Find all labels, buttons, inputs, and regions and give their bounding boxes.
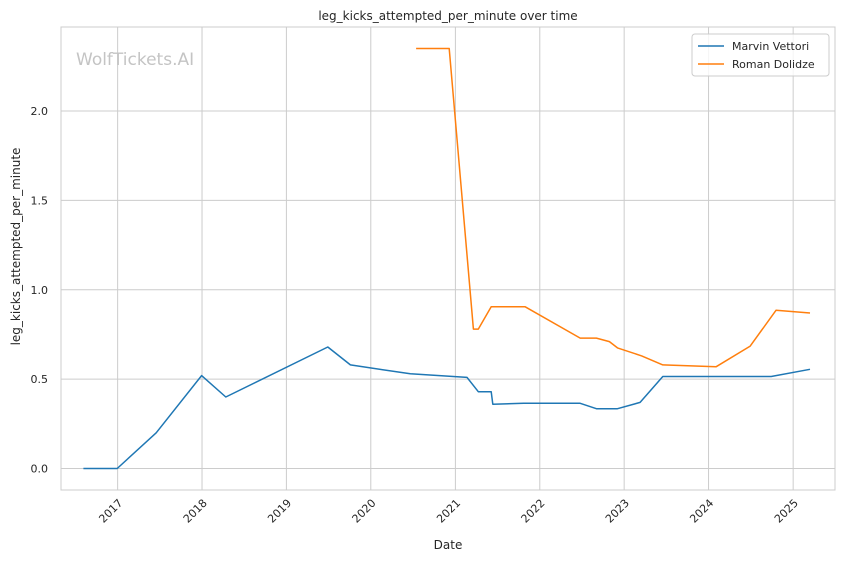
x-tick-label: 2021 [434, 497, 463, 526]
chart-title: leg_kicks_attempted_per_minute over time [318, 9, 577, 23]
x-tick: 2021 [434, 497, 463, 526]
x-tick: 2020 [350, 497, 379, 526]
x-tick-label: 2020 [350, 497, 379, 526]
y-tick-label: 2.0 [31, 105, 49, 118]
x-ticks: 2017 2018 2019 2020 2021 2022 2023 2024 2025 [96, 497, 801, 526]
x-tick-label: 2017 [96, 497, 125, 526]
legend-box [691, 33, 830, 77]
x-tick-label: 2024 [687, 497, 716, 526]
x-tick: 2019 [265, 497, 294, 526]
y-tick-label: 0.0 [31, 463, 49, 476]
series-lines [83, 47, 811, 470]
y-axis-label: leg_kicks_attempted_per_minute [9, 148, 23, 346]
x-tick: 2022 [519, 497, 548, 526]
x-tick-label: 2022 [519, 497, 548, 526]
y-ticks: 0.0 0.5 1.0 1.5 2.0 [31, 105, 49, 476]
x-tick-label: 2023 [603, 497, 632, 526]
y-tick-label: 1.0 [31, 284, 49, 297]
x-tick-label: 2025 [772, 497, 801, 526]
legend-label: Marvin Vettori [732, 40, 809, 53]
watermark: WolfTickets.AI [76, 50, 194, 70]
x-axis-label: Date [434, 538, 463, 552]
series-line-roman-dolidze [416, 47, 811, 368]
x-tick: 2025 [772, 497, 801, 526]
plot-frame [60, 26, 836, 491]
legend: Marvin Vettori Roman Dolidze [691, 33, 830, 77]
x-tick: 2023 [603, 497, 632, 526]
x-tick-label: 2018 [181, 497, 210, 526]
x-tick: 2018 [181, 497, 210, 526]
x-tick-label: 2019 [265, 497, 294, 526]
x-tick: 2017 [96, 497, 125, 526]
series-line-marvin-vettori [83, 346, 811, 470]
y-tick-label: 0.5 [31, 373, 49, 386]
grid [61, 27, 835, 490]
x-tick: 2024 [687, 497, 716, 526]
y-tick-label: 1.5 [31, 194, 49, 207]
legend-label: Roman Dolidze [732, 58, 815, 71]
